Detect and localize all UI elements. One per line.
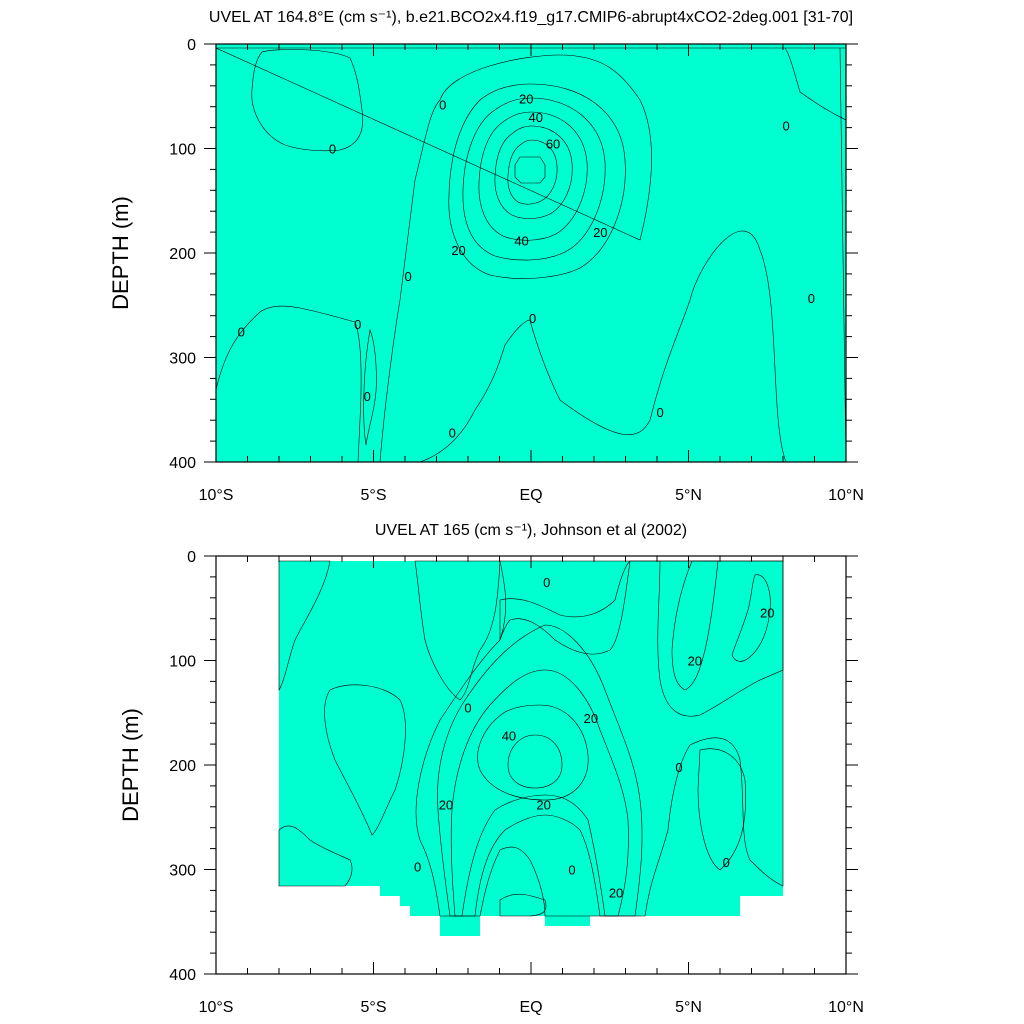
- bottom-fill-20-jet: [450, 669, 629, 917]
- top-contour-label: 20: [593, 225, 607, 240]
- bottom-x-tick-label: EQ: [519, 999, 542, 1016]
- top-contour-label: 0: [657, 405, 664, 420]
- top-fill-core: [514, 156, 546, 184]
- top-fill-40: [478, 111, 588, 241]
- top-contour-label: 0: [364, 389, 371, 404]
- top-x-tick-label: 5°N: [675, 487, 702, 504]
- top-fill-30: [462, 97, 606, 261]
- top-contour-label: 0: [439, 98, 446, 113]
- bottom-contour-label: 0: [723, 855, 730, 870]
- bottom-fill-0-main: [415, 560, 784, 917]
- top-contour-labels: 20 40 60 40 20 20 0 0 0 0 0 0 0 0 0 0 0: [238, 91, 815, 440]
- top-contour-label: 20: [519, 91, 533, 106]
- top-y-tick-label: 300: [169, 351, 196, 368]
- bottom-chart-title: UVEL AT 165 (cm s⁻¹), Johnson et al (200…: [375, 522, 687, 539]
- top-contour-label: 0: [449, 426, 456, 441]
- top-contour-label: 60: [546, 136, 560, 151]
- top-contour-label: 0: [783, 119, 790, 134]
- bottom-fill-20-right: [671, 560, 719, 691]
- top-contour-label: 0: [808, 291, 815, 306]
- bottom-panel: UVEL AT 165 (cm s⁻¹), Johnson et al (200…: [118, 522, 864, 1016]
- top-fill-negative: [216, 44, 846, 462]
- bottom-fill-cyan-b: [324, 684, 406, 836]
- bottom-y-tick-label: 300: [169, 863, 196, 880]
- bottom-contour-label: 20: [609, 885, 623, 900]
- bottom-fill-base: [279, 561, 783, 936]
- bottom-fill-cyan-c: [499, 893, 547, 917]
- top-x-tick-label: EQ: [519, 487, 542, 504]
- top-x-tick-label: 10°S: [199, 487, 234, 504]
- bottom-contour-label: 0: [464, 701, 471, 716]
- bottom-fill-40-core: [507, 734, 563, 789]
- top-x-tick-label: 10°N: [828, 487, 864, 504]
- bottom-fill-cyan-d: [697, 748, 747, 871]
- bottom-y-axis-title: DEPTH (m): [118, 708, 143, 822]
- bottom-contour-label: 0: [675, 760, 682, 775]
- bottom-contour-label: 0: [543, 575, 550, 590]
- top-contour-label: 40: [528, 110, 542, 125]
- bottom-contour-label: 20: [584, 711, 598, 726]
- bottom-contour-label: 0: [414, 859, 421, 874]
- bottom-fill-10-band: [499, 560, 784, 717]
- top-contour-label: 0: [529, 311, 536, 326]
- top-contour-label: 0: [238, 324, 245, 339]
- bottom-y-tick-label: 100: [169, 654, 196, 671]
- top-fill-20: [448, 83, 626, 279]
- top-x-tick-label: 5°S: [361, 487, 387, 504]
- bottom-fill-cyan-a: [414, 560, 501, 701]
- top-fill-sliver: [363, 328, 377, 446]
- top-contour-field: [216, 44, 846, 462]
- top-y-tick-label: 400: [169, 455, 196, 472]
- bottom-contour-label: 20: [536, 798, 550, 813]
- bottom-contour-label: 20: [439, 798, 453, 813]
- bottom-contour-label: 20: [688, 654, 702, 669]
- top-chart-title: UVEL AT 164.8°E (cm s⁻¹), b.e21.BCO2x4.f…: [209, 9, 853, 26]
- top-contour-label: 0: [354, 317, 361, 332]
- bottom-x-tick-label: 10°S: [199, 999, 234, 1016]
- bottom-x-tick-label: 10°N: [828, 999, 864, 1016]
- bottom-fill-10-jet: [437, 624, 643, 917]
- bottom-y-tick-label: 200: [169, 758, 196, 775]
- bottom-y-tick-label: 0: [187, 549, 196, 566]
- bottom-fill-30-core: [477, 704, 589, 801]
- top-fill-50: [494, 125, 573, 219]
- top-fill-left-blob: [251, 49, 364, 152]
- top-fill-60: [507, 139, 558, 205]
- top-contour-label: 40: [514, 233, 528, 248]
- top-y-tick-label: 200: [169, 246, 196, 263]
- top-y-tick-label: 100: [169, 142, 196, 159]
- top-panel: UVEL AT 164.8°E (cm s⁻¹), b.e21.BCO2x4.f…: [108, 9, 864, 504]
- bottom-contour-label: 20: [760, 605, 774, 620]
- bottom-contour-labels: 40 20 20 20 20 20 20 0 0 0 0 0 0: [414, 575, 775, 900]
- bottom-contour-label: 0: [568, 863, 575, 878]
- top-y-axis-title: DEPTH (m): [108, 196, 133, 310]
- top-y-tick-label: 0: [187, 37, 196, 54]
- top-contour-label: 0: [405, 269, 412, 284]
- bottom-fill-20-right-small: [731, 574, 771, 662]
- bottom-fill-0-left-strip: [278, 560, 331, 692]
- bottom-fill-0-left-bottom: [278, 825, 353, 887]
- bottom-x-tick-label: 5°N: [675, 999, 702, 1016]
- bottom-x-tick-label: 5°S: [361, 999, 387, 1016]
- top-contour-label: 20: [451, 243, 465, 258]
- bottom-contour-field: [278, 560, 784, 936]
- top-contour-label: 0: [329, 142, 336, 157]
- top-fill-lower-left: [216, 305, 362, 462]
- bottom-y-tick-label: 400: [169, 967, 196, 984]
- top-fill-positive: [216, 47, 846, 462]
- bottom-contour-label: 40: [502, 729, 516, 744]
